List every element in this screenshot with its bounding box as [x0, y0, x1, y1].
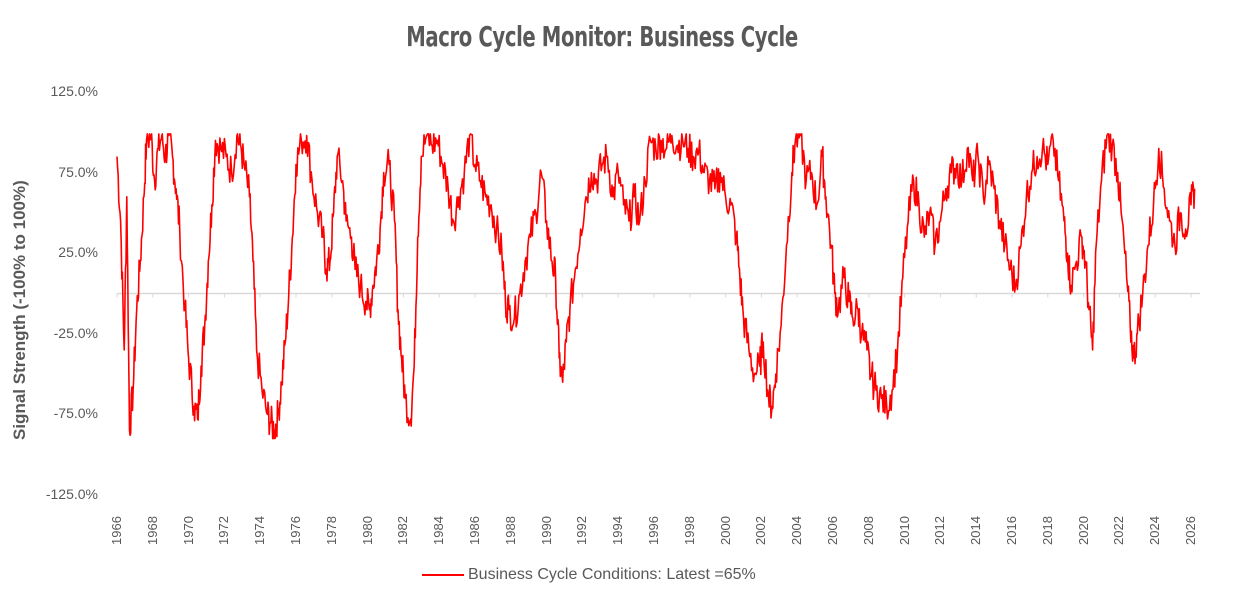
legend: Business Cycle Conditions: Latest =65% — [422, 565, 756, 585]
y-tick-label: 125.0% — [50, 83, 98, 99]
y-tick-label: -25.0% — [53, 324, 98, 341]
series-line-business-cycle — [116, 133, 1196, 440]
y-tick-label: 75.0% — [58, 163, 98, 180]
chart-title: Macro Cycle Monitor: Business Cycle — [406, 20, 798, 53]
legend-label: Business Cycle Conditions: Latest =65% — [468, 566, 756, 583]
y-tick-label: 25.0% — [58, 244, 98, 261]
y-tick-label: -125.0% — [45, 486, 98, 502]
y-tick-label: -75.0% — [53, 405, 98, 422]
legend-swatch — [422, 574, 464, 576]
